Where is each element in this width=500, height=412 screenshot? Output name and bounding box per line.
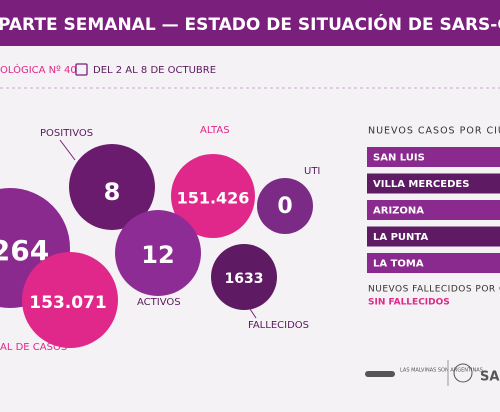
fallecidos-label: FALLECIDOS [248,320,309,331]
big-value: 264 [0,234,49,267]
fallecidos-value: 1633 [225,271,264,287]
total-label: AL DE CASOS [0,342,67,353]
city-name: ARIZONA [373,206,424,217]
circle-activos [115,210,201,296]
cities-title: NUEVOS CASOS POR CIUD [368,126,500,137]
activos-value: 12 [141,241,174,269]
city-bar [367,226,500,247]
city-bar [367,200,500,220]
calendar-icon [75,63,88,76]
positivos-label: POSITIVOS [40,128,93,139]
deaths-title: NUEVOS FALLECIDOS POR C [368,285,500,295]
gov-text: SAN [480,370,500,385]
dates: DEL 2 AL 8 DE OCTUBRE [93,65,216,76]
city-name: SAN LUIS [373,153,425,164]
circle-altas [171,154,255,238]
city-bar [367,147,500,167]
week: OLÓGICA Nº 40 [0,63,77,76]
circle-fallecidos [211,244,277,310]
city-name: LA TOMA [373,259,424,270]
positivos-value: 8 [104,178,121,206]
altas-label: ALTAS [200,125,230,136]
altas-value: 151.426 [177,189,250,208]
total-value: 153.071 [29,293,106,313]
city-bar [367,253,500,273]
city-bar [367,173,500,194]
header-band [0,0,500,46]
connector [59,139,76,161]
uti-label: UTI [304,166,320,177]
city-name: LA PUNTA [373,232,428,243]
title: PARTE SEMANAL — ESTADO DE SITUACIÓN DE S… [0,13,500,35]
malvinas-text: LAS MALVINAS SON ARGENTINAS [400,368,483,374]
city-name: VILLA MERCEDES [373,179,469,190]
uti-value: 0 [277,194,292,219]
cities-list: SAN LUIS VILLA MERCEDES ARIZONA LA PUNTA LA … [367,147,500,273]
activos-label: ACTIVOS [137,297,181,308]
shield-icon [453,363,473,383]
deaths-text: SIN FALLECIDOS [368,298,450,308]
circle-positivos [69,144,155,230]
connector [249,308,257,319]
circle-total [22,252,118,348]
circle-uti [257,178,313,234]
